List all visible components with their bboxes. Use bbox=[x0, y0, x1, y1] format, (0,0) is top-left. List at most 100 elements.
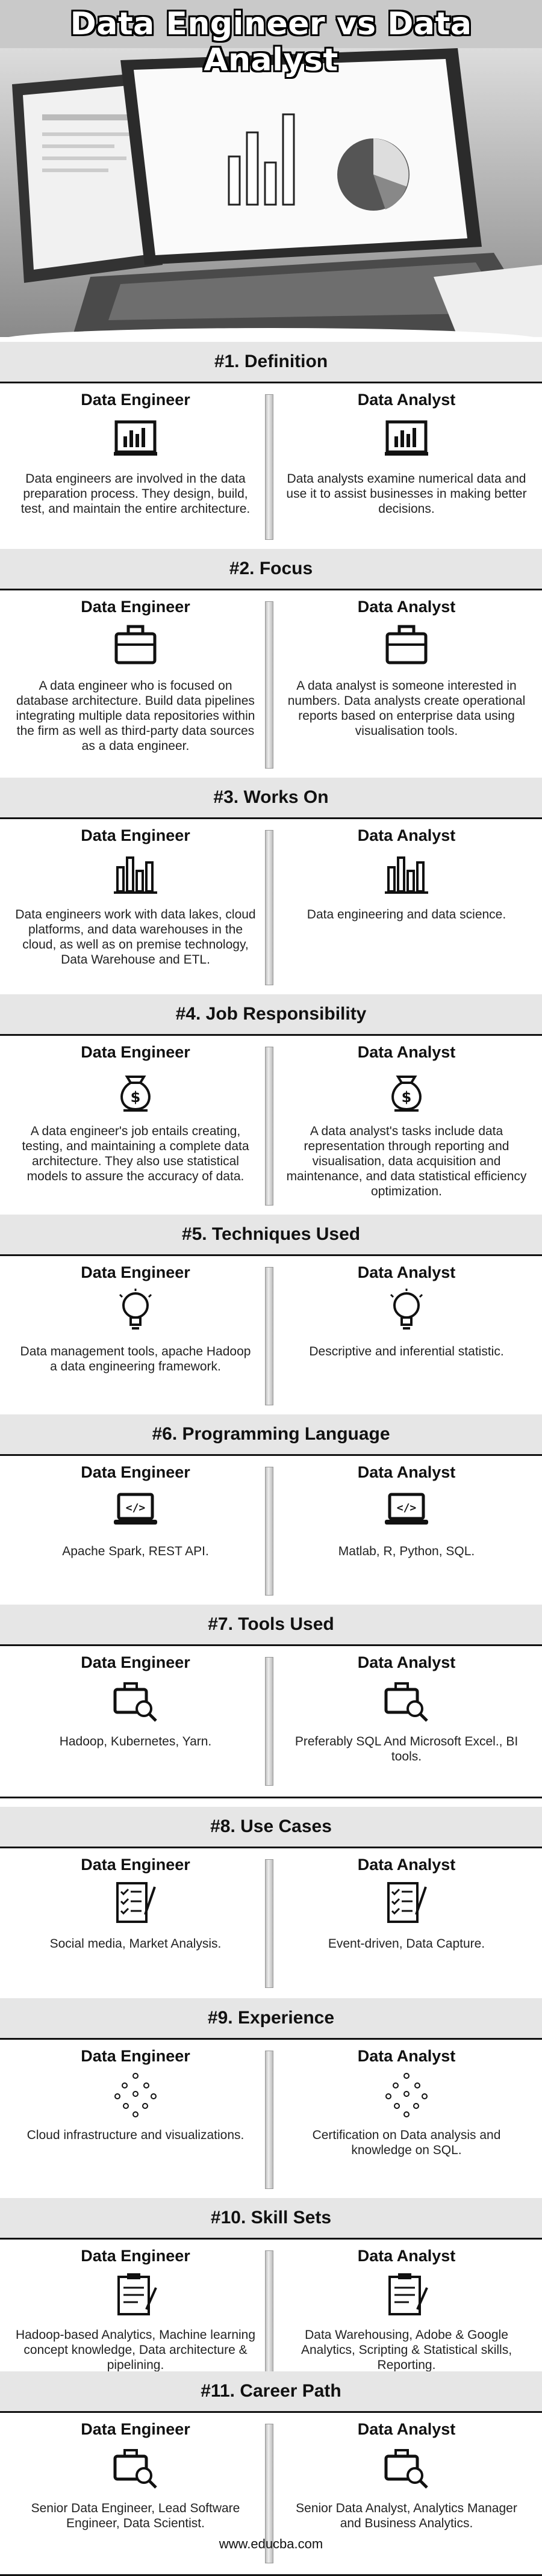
data-engineer-column: Data Engineer Social media, Market Analys… bbox=[15, 1848, 256, 1999]
section-body: Data Engineer Data engineers work with da… bbox=[0, 817, 542, 998]
network-nodes-icon bbox=[385, 2073, 428, 2117]
section-body: Data Engineer A data engineer who is focu… bbox=[0, 589, 542, 781]
footer-website: www.educba.com bbox=[219, 2536, 323, 2551]
briefcase-search-icon bbox=[384, 1682, 428, 1722]
header-divider-curve bbox=[0, 328, 542, 337]
column-title: Data Engineer bbox=[81, 598, 190, 616]
money-bag-icon: $ bbox=[120, 1076, 151, 1112]
section-body: Data Engineer </> Apache Spark, REST API. D… bbox=[0, 1454, 542, 1608]
column-title: Data Analyst bbox=[357, 1653, 456, 1671]
section-heading: #8. Use Cases bbox=[0, 1807, 542, 1847]
column-title: Data Analyst bbox=[357, 1463, 456, 1481]
comparison-section: #5. Techniques Used Data Engineer Data man… bbox=[0, 1215, 542, 1418]
column-title: Data Analyst bbox=[357, 1043, 456, 1061]
briefcase-search-icon bbox=[113, 1682, 157, 1722]
column-divider bbox=[265, 394, 273, 540]
description-text: Cloud infrastructure and visualizations. bbox=[26, 2128, 245, 2142]
column-title: Data Analyst bbox=[357, 1263, 456, 1281]
data-analyst-column: Data Analyst Certification on Data analys… bbox=[286, 2040, 527, 2200]
column-title: Data Engineer bbox=[81, 1653, 190, 1671]
bar-chart-icon bbox=[114, 856, 157, 894]
column-divider bbox=[265, 1657, 273, 1786]
description-text: Data engineering and data science. bbox=[307, 908, 506, 921]
comparison-section: #9. Experience Data Engineer Cloud infrast… bbox=[0, 1998, 542, 2202]
description-text: Data management tools, apache Hadoop a d… bbox=[20, 1345, 251, 1373]
column-title: Data Analyst bbox=[357, 2047, 456, 2065]
data-engineer-column: Data Engineer $ A data engineer's job enta… bbox=[15, 1036, 256, 1216]
description-text: Event-driven, Data Capture. bbox=[328, 1937, 485, 1951]
briefcase-search-icon bbox=[113, 2449, 157, 2489]
data-engineer-column: Data Engineer Senior Data Engineer, Lead … bbox=[15, 2413, 256, 2574]
data-engineer-column: Data Engineer Data engineers work with da… bbox=[15, 819, 256, 996]
description-text: A data analyst is someone interested in … bbox=[287, 679, 526, 738]
comparison-section: #4. Job Responsibility Data Engineer $ A da… bbox=[0, 994, 542, 1218]
comparison-section: #11. Career Path Data Engineer Senior Data… bbox=[0, 2371, 542, 2576]
data-engineer-column: Data Engineer Hadoop, Kubernetes, Yarn. bbox=[15, 1646, 256, 1797]
section-body: Data Engineer $ A data engineer's job enta… bbox=[0, 1034, 542, 1218]
money-bag-icon: $ bbox=[391, 1076, 422, 1112]
comparison-section: #3. Works On Data Engineer Data engineers … bbox=[0, 778, 542, 998]
description-text: Certification on Data analysis and knowl… bbox=[312, 2128, 501, 2157]
bar-chart-icon bbox=[385, 856, 428, 894]
svg-text:</>: </> bbox=[126, 1502, 146, 1514]
description-text: Senior Data Engineer, Lead Software Engi… bbox=[31, 2501, 240, 2530]
section-heading: #10. Skill Sets bbox=[0, 2198, 542, 2238]
description-text: A data analyst's tasks include data repr… bbox=[286, 1124, 527, 1198]
column-divider bbox=[265, 830, 273, 985]
data-analyst-column: Data Analyst Data engineering and data sc… bbox=[286, 819, 527, 996]
column-title: Data Engineer bbox=[81, 1856, 190, 1874]
section-heading: #2. Focus bbox=[0, 549, 542, 589]
data-analyst-column: Data Analyst A data analyst is someone in… bbox=[286, 590, 527, 779]
column-title: Data Engineer bbox=[81, 1263, 190, 1281]
description-text: Data engineers work with data lakes, clo… bbox=[15, 908, 256, 967]
section-heading: #7. Tools Used bbox=[0, 1605, 542, 1644]
description-text: Social media, Market Analysis. bbox=[49, 1937, 222, 1951]
comparison-section: #8. Use Cases Data Engineer Social media, … bbox=[0, 1807, 542, 2001]
chart-board-icon bbox=[385, 420, 428, 456]
checklist-icon bbox=[116, 1882, 156, 1923]
column-divider bbox=[265, 1267, 273, 1405]
data-analyst-column: Data Analyst $ A data analyst's tasks incl… bbox=[286, 1036, 527, 1216]
section-body: Data Engineer Cloud infrastructure and vi… bbox=[0, 2038, 542, 2202]
hero-laptop-illustration bbox=[0, 48, 542, 337]
column-title: Data Analyst bbox=[357, 2247, 456, 2265]
section-heading: #1. Definition bbox=[0, 342, 542, 382]
column-title: Data Engineer bbox=[81, 826, 190, 844]
column-title: Data Engineer bbox=[81, 2420, 190, 2438]
data-analyst-column: Data Analyst </> Matlab, R, Python, SQL. bbox=[286, 1456, 527, 1606]
laptop-icon bbox=[72, 48, 542, 337]
data-analyst-column: Data Analyst Data analysts examine numeri… bbox=[286, 383, 527, 551]
column-divider bbox=[265, 1859, 273, 1988]
clipboard-icon bbox=[388, 2273, 428, 2315]
svg-text:</>: </> bbox=[397, 1502, 417, 1514]
section-heading: #3. Works On bbox=[0, 778, 542, 817]
svg-text:$: $ bbox=[402, 1089, 412, 1106]
description-text: A data engineer's job entails creating, … bbox=[22, 1124, 249, 1183]
lightbulb-icon bbox=[390, 1289, 423, 1330]
chart-board-icon bbox=[114, 420, 157, 456]
column-title: Data Analyst bbox=[357, 826, 456, 844]
tablet-icon bbox=[12, 72, 163, 283]
briefcase-icon bbox=[114, 625, 157, 664]
column-title: Data Analyst bbox=[357, 391, 456, 409]
column-title: Data Engineer bbox=[81, 1043, 190, 1061]
section-body: Data Engineer Data engineers are involved… bbox=[0, 382, 542, 553]
network-nodes-icon bbox=[114, 2073, 157, 2117]
section-body: Data Engineer Social media, Market Analys… bbox=[0, 1847, 542, 2001]
data-analyst-column: Data Analyst Descriptive and inferential … bbox=[286, 1256, 527, 1416]
description-text: Data Warehousing, Adobe & Google Analyti… bbox=[301, 2328, 512, 2372]
column-title: Data Engineer bbox=[81, 2047, 190, 2065]
briefcase-search-icon bbox=[384, 2449, 428, 2489]
column-divider bbox=[265, 601, 273, 769]
data-engineer-column: Data Engineer </> Apache Spark, REST API. bbox=[15, 1456, 256, 1606]
section-heading: #11. Career Path bbox=[0, 2371, 542, 2411]
section-heading: #6. Programming Language bbox=[0, 1414, 542, 1454]
description-text: Matlab, R, Python, SQL. bbox=[338, 1544, 475, 1558]
data-analyst-column: Data Analyst Senior Data Analyst, Analyti… bbox=[286, 2413, 527, 2574]
page-title: Data Engineer vs Data Analyst bbox=[70, 6, 472, 78]
clipboard-icon bbox=[117, 2273, 157, 2315]
column-title: Data Analyst bbox=[357, 598, 456, 616]
section-body: Data Engineer Hadoop, Kubernetes, Yarn. Da… bbox=[0, 1644, 542, 1798]
column-divider bbox=[265, 2051, 273, 2189]
